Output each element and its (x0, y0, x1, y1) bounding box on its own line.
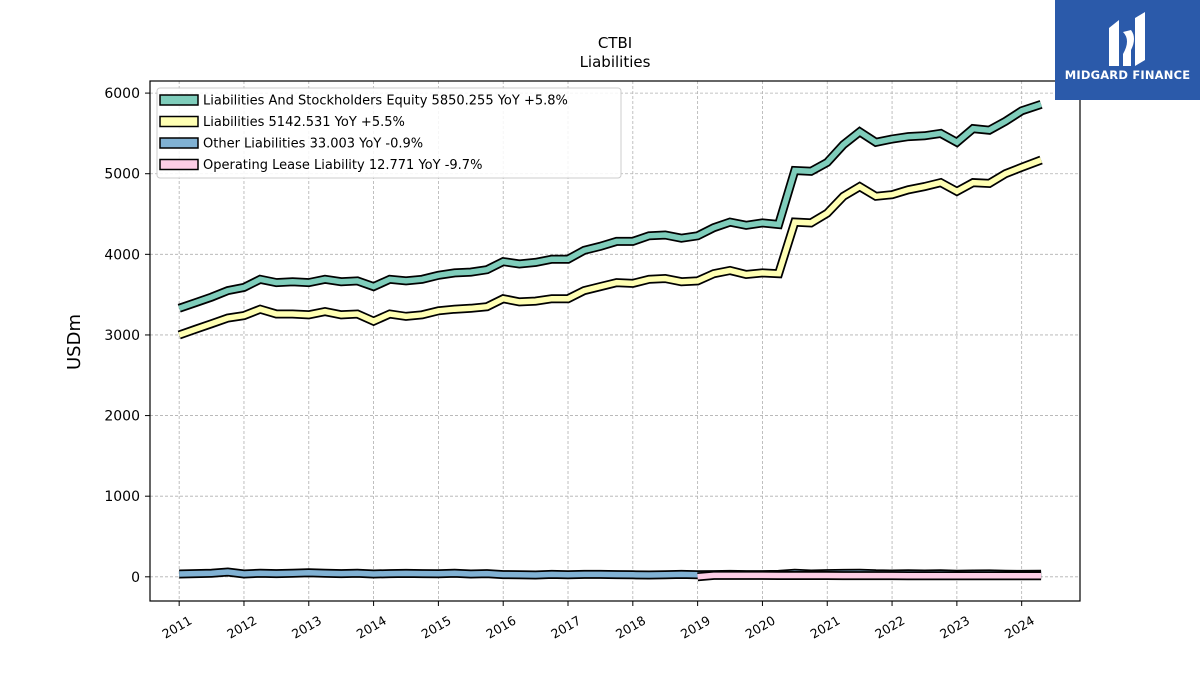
x-tick-label: 2014 (354, 613, 389, 642)
series-line (177, 155, 1043, 340)
legend-swatch (159, 158, 199, 171)
y-tick-label: 0 (131, 570, 140, 586)
legend-entry: Liabilities And Stockholders Equity 5850… (203, 94, 568, 109)
chart-title: CTBI (598, 34, 632, 52)
series-core (178, 101, 1042, 311)
legend-swatch (159, 94, 199, 106)
x-tick-label: 2013 (289, 613, 324, 642)
x-tick-label: 2020 (743, 613, 778, 642)
y-axis-label: USDm (64, 314, 85, 370)
y-tick-label: 6000 (104, 86, 140, 102)
logo-text: MIDGARD FINANCE (1064, 68, 1191, 82)
chart-subtitle: Liabilities (580, 53, 651, 71)
x-tick-label: 2024 (1002, 613, 1037, 642)
x-tick-label: 2023 (937, 613, 972, 642)
y-tick-label: 1000 (104, 489, 140, 505)
x-tick-label: 2021 (807, 613, 842, 642)
legend: Liabilities And Stockholders Equity 5850… (156, 87, 622, 179)
x-tick-label: 2019 (678, 613, 713, 642)
x-tick-label: 2011 (159, 613, 194, 642)
series-line (697, 570, 1042, 582)
legend-swatch (159, 115, 199, 128)
legend-swatch (159, 137, 199, 149)
series-line (177, 100, 1043, 313)
series-layer (177, 100, 1043, 582)
y-tick-label: 2000 (104, 409, 140, 425)
series-core (178, 157, 1043, 338)
y-tick-label: 5000 (104, 167, 140, 183)
legend-box (156, 87, 622, 179)
x-tick-label: 2016 (483, 613, 518, 642)
x-tick-label: 2015 (419, 613, 454, 642)
x-tick-label: 2017 (548, 613, 583, 642)
plot-frame (149, 80, 1081, 602)
x-tick-label: 2022 (872, 613, 907, 642)
series-core (697, 572, 1042, 580)
y-tick-label: 4000 (104, 247, 140, 263)
x-tick-label: 2018 (613, 613, 648, 642)
legend-entry: Operating Lease Liability 12.771 YoY -9.… (203, 158, 482, 173)
x-tick-label: 2012 (224, 613, 259, 642)
logo-mark-icon (1109, 12, 1145, 66)
brand-logo: MIDGARD FINANCE (1055, 0, 1200, 100)
legend-entry: Liabilities 5142.531 YoY +5.5% (203, 115, 405, 130)
y-tick-label: 3000 (104, 328, 140, 344)
legend-entry: Other Liabilities 33.003 YoY -0.9% (203, 137, 423, 152)
